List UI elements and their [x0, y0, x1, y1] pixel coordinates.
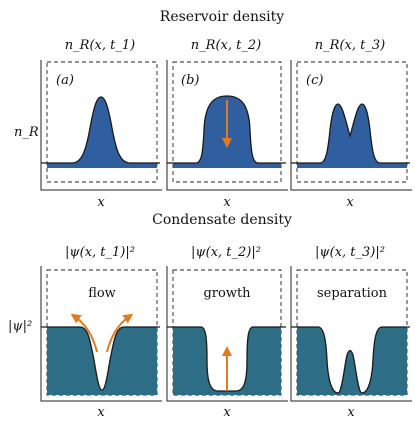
- panel-b-frame: [172, 61, 282, 183]
- panel-d-left-flow-arrow: [70, 313, 98, 353]
- panel-b: (b) x: [166, 60, 288, 210]
- panel-d-xlabel: x: [97, 405, 105, 420]
- panel-e: growth x: [166, 266, 288, 420]
- panel-d-density-curve: [41, 326, 160, 391]
- panel-a-frame: [46, 61, 158, 183]
- panel-b-axes: [166, 60, 288, 191]
- panel-a: (a) x: [40, 60, 162, 210]
- reservoir-ylabel: n_R: [14, 125, 39, 140]
- panel-e-xlabel: x: [223, 405, 231, 420]
- panel-a-header: n_R(x, t_1): [65, 38, 135, 53]
- panel-a-density-fill: [47, 97, 157, 168]
- panel-c-frame: [296, 61, 408, 183]
- panel-c-axes: [290, 60, 412, 191]
- panel-f-header: |ψ(x, t_3)|²: [315, 245, 385, 260]
- panel-f-label: separation: [317, 286, 388, 301]
- panel-b-header: n_R(x, t_2): [191, 38, 261, 53]
- panel-f-density-curve: [291, 326, 410, 394]
- panel-b-density-curve: [167, 95, 286, 164]
- panel-d-axes: [40, 266, 162, 402]
- panel-a-tag: (a): [56, 73, 74, 88]
- panel-f: separation x: [290, 266, 412, 420]
- panel-d-density-fill: [47, 327, 157, 395]
- panel-c-tag: (c): [306, 73, 323, 88]
- panel-f-density-fill: [297, 327, 407, 395]
- panel-c-density-fill: [297, 104, 407, 168]
- panel-f-xlabel: x: [347, 405, 355, 420]
- panel-f-axes: [290, 266, 412, 402]
- panel-c-header: n_R(x, t_3): [315, 38, 385, 53]
- panel-d-header: |ψ(x, t_1)|²: [65, 245, 135, 260]
- panel-b-xlabel: x: [223, 195, 231, 210]
- panel-d: flow x: [40, 266, 162, 420]
- condensate-title: Condensate density: [152, 212, 292, 228]
- panel-e-density-fill: [173, 327, 281, 395]
- panel-e-axes: [166, 266, 288, 402]
- panel-a-density-curve: [41, 96, 160, 164]
- panel-d-right-flow-arrow: [106, 313, 134, 353]
- panel-b-tag: (b): [181, 73, 199, 88]
- panel-c-density-curve: [291, 103, 410, 164]
- panel-e-header: |ψ(x, t_2)|²: [191, 245, 261, 260]
- panel-c: (c) x: [290, 60, 412, 210]
- panel-c-xlabel: x: [346, 195, 354, 210]
- reservoir-title: Reservoir density: [160, 9, 284, 25]
- panel-e-label: growth: [203, 286, 251, 301]
- panel-a-xlabel: x: [97, 195, 105, 210]
- panel-a-axes: [40, 60, 162, 191]
- panel-d-label: flow: [88, 286, 116, 301]
- condensate-ylabel: |ψ|²: [8, 319, 32, 334]
